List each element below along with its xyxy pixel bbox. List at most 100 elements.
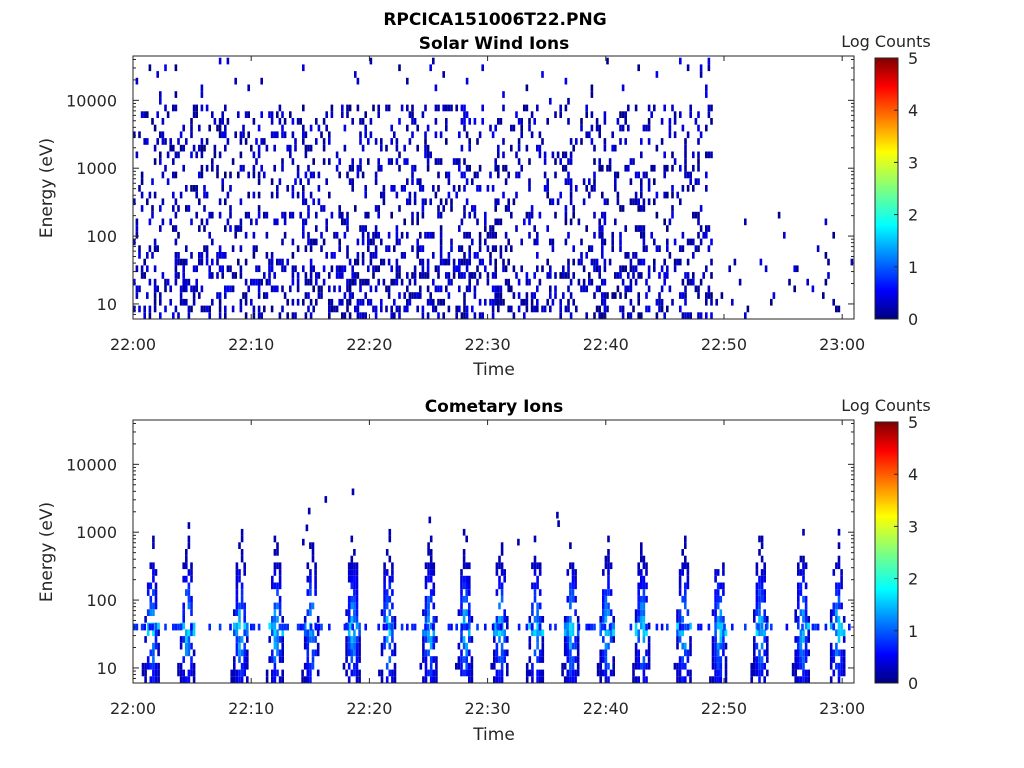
heatmap-cell (252, 252, 256, 259)
heatmap-cell (429, 231, 432, 239)
heatmap-cell (569, 662, 572, 670)
heatmap-cell (582, 198, 586, 206)
heatmap-cell (699, 205, 703, 212)
heatmap-cell (520, 131, 523, 139)
heatmap-cell (306, 662, 310, 670)
heatmap-cell (498, 636, 501, 643)
heatmap-cell (574, 636, 577, 643)
heatmap-cell (536, 656, 539, 663)
heatmap-cell (358, 622, 361, 630)
heatmap-cell (391, 616, 394, 623)
heatmap-cell (564, 211, 568, 219)
heatmap-cell (233, 662, 236, 670)
heatmap-cell (303, 676, 307, 683)
heatmap-cell (353, 662, 356, 670)
heatmap-cell (309, 171, 313, 179)
heatmap-cell (445, 272, 448, 279)
heatmap-cell (471, 238, 474, 246)
heatmap-cell (393, 278, 396, 286)
heatmap-cell (190, 595, 193, 603)
heatmap-cell (250, 298, 253, 306)
heatmap-cell (192, 104, 196, 112)
heatmap-cell (164, 164, 167, 172)
heatmap-cell (536, 231, 539, 239)
heatmap-cell (604, 595, 608, 603)
heatmap-cell (286, 144, 289, 152)
heatmap-cell (714, 656, 717, 663)
heatmap-cell (238, 575, 241, 583)
heatmap-cell (711, 676, 715, 683)
heatmap-cell (621, 312, 625, 319)
heatmap-cell (835, 662, 838, 670)
heatmap-cell (468, 164, 471, 172)
heatmap-cell (172, 158, 175, 165)
heatmap-cell (309, 124, 313, 132)
heatmap-cell (842, 636, 846, 643)
heatmap-cell (322, 205, 326, 212)
heatmap-cell (783, 231, 786, 239)
heatmap-cell (637, 205, 640, 212)
heatmap-cell (697, 285, 700, 293)
heatmap-cell (244, 138, 248, 145)
heatmap-cell (172, 191, 175, 199)
heatmap-cell (411, 211, 414, 219)
heatmap-cell (807, 669, 810, 677)
heatmap-cell (655, 312, 659, 319)
heatmap-cell (689, 622, 692, 630)
heatmap-cell (235, 602, 239, 610)
heatmap-cell (208, 623, 211, 631)
heatmap-cell (697, 312, 700, 319)
heatmap-cell (358, 636, 361, 643)
heatmap-cell (146, 138, 149, 145)
heatmap-cell (719, 642, 723, 650)
heatmap-cell (797, 595, 800, 603)
heatmap-cell (678, 609, 682, 616)
heatmap-cell (445, 124, 448, 132)
heatmap-cell (246, 649, 249, 657)
heatmap-cell (348, 312, 352, 319)
heatmap-cell (190, 151, 193, 159)
heatmap-cell (278, 623, 282, 631)
heatmap-cell (185, 298, 188, 306)
heatmap-cell (571, 589, 575, 596)
heatmap-cell (494, 124, 497, 132)
heatmap-cell (395, 138, 399, 145)
heatmap-cell (330, 252, 334, 259)
heatmap-cell (530, 292, 534, 299)
heatmap-cell (714, 575, 717, 583)
heatmap-cell (356, 171, 360, 179)
heatmap-cell (576, 636, 580, 643)
heatmap-cell (138, 245, 141, 252)
heatmap-cell (240, 676, 244, 683)
heatmap-cell (200, 144, 204, 152)
heatmap-cell (470, 676, 474, 683)
heatmap-cell (590, 185, 594, 192)
heatmap-cell (801, 623, 804, 631)
heatmap-cell (338, 158, 341, 165)
heatmap-cell (593, 623, 596, 631)
heatmap-cell (632, 272, 635, 279)
heatmap-cell (710, 151, 713, 159)
heatmap-cell (530, 305, 534, 313)
heatmap-cell (302, 298, 305, 306)
heatmap-cell (575, 138, 578, 145)
heatmap-cell (733, 258, 737, 266)
heatmap-cell (603, 138, 607, 145)
heatmap-cell (273, 616, 277, 623)
heatmap-cell (190, 602, 193, 610)
heatmap-cell (528, 211, 531, 219)
heatmap-cell (229, 225, 232, 232)
heatmap-cell (569, 616, 572, 623)
heatmap-cell (653, 265, 656, 273)
heatmap-cell (390, 305, 393, 313)
heatmap-cell (358, 656, 361, 663)
heatmap-cell (255, 218, 258, 226)
heatmap-cell (255, 138, 258, 145)
heatmap-cell (432, 278, 435, 286)
heatmap-cell (804, 649, 808, 657)
heatmap-cell (229, 185, 232, 192)
heatmap-cell (445, 258, 448, 266)
heatmap-cell (642, 595, 646, 603)
heatmap-cell (829, 662, 833, 670)
heatmap-cell (354, 305, 357, 313)
